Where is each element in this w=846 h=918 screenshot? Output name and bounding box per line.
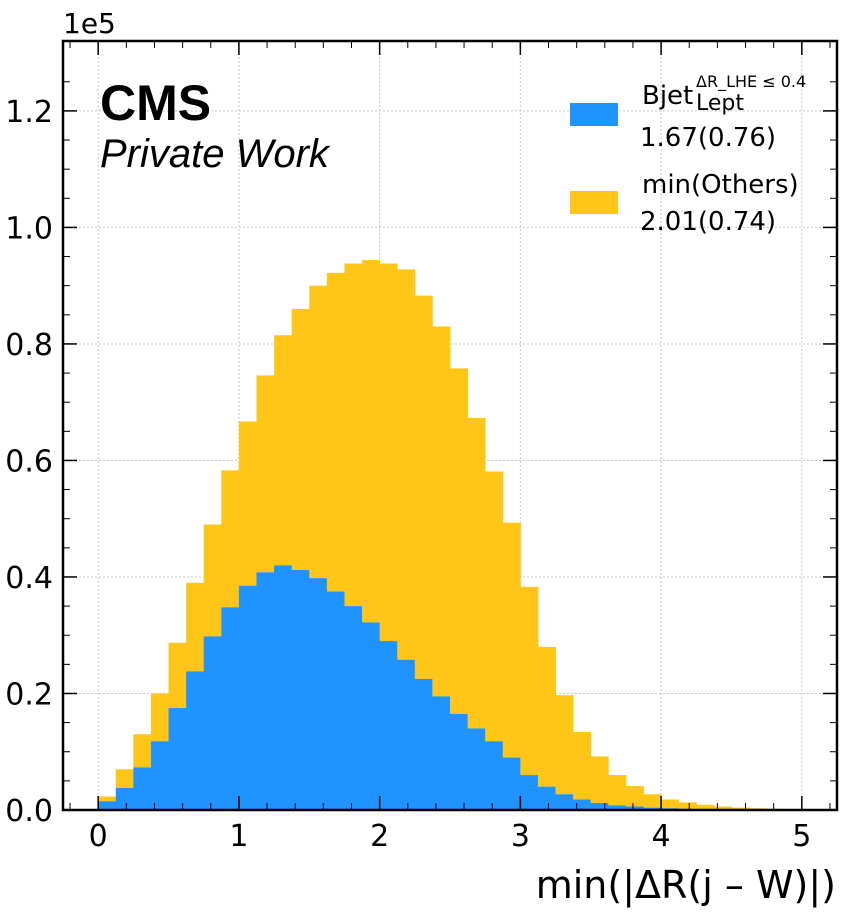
cms-title: CMS xyxy=(100,75,211,131)
bar-bjet xyxy=(256,572,275,810)
bar-others xyxy=(696,804,715,810)
bar-bjet xyxy=(467,728,486,810)
legend-swatch-others xyxy=(570,191,618,214)
y-scale-label: 1e5 xyxy=(63,7,116,40)
bar-bjet xyxy=(414,678,433,810)
bar-others xyxy=(678,802,697,809)
bar-others xyxy=(467,417,486,729)
bar-bjet xyxy=(203,636,222,810)
bar-others xyxy=(379,263,398,642)
bar-bjet xyxy=(133,767,152,810)
bar-bjet xyxy=(432,696,451,810)
bar-others xyxy=(203,524,222,637)
x-tick-label: 2 xyxy=(370,819,389,854)
bar-others xyxy=(537,646,556,787)
bar-bjet xyxy=(450,713,468,810)
y-tick-label: 0.2 xyxy=(5,677,53,712)
bar-others xyxy=(573,731,592,800)
bar-others xyxy=(274,335,293,566)
bar-bjet xyxy=(309,578,328,810)
bar-others xyxy=(344,263,363,607)
y-tick-label: 1.0 xyxy=(5,211,53,246)
bar-others xyxy=(643,794,662,808)
plot-frame xyxy=(61,39,839,812)
bar-bjet xyxy=(502,757,521,810)
bar-bjet xyxy=(238,585,257,810)
x-axis-title: min(|ΔR(j – W)|) xyxy=(536,863,836,908)
legend-label-bjet: Bjet xyxy=(642,81,693,111)
bar-bjet xyxy=(537,786,556,810)
bar-bjet xyxy=(168,708,187,810)
bar-others xyxy=(362,260,381,623)
bar-others xyxy=(291,308,310,570)
bar-bjet xyxy=(485,741,504,810)
bar-bjet xyxy=(590,803,609,810)
bar-bjet xyxy=(520,775,539,810)
y-tick-label: 0.6 xyxy=(5,444,53,479)
bar-others xyxy=(186,582,205,672)
y-tick-label: 0.4 xyxy=(5,561,53,596)
bar-bjet xyxy=(221,607,240,810)
bar-others xyxy=(133,734,152,768)
cms-subtitle: Private Work xyxy=(100,132,331,176)
y-tick-label: 1.2 xyxy=(5,95,53,130)
bar-bjet xyxy=(326,591,345,810)
bar-bjet xyxy=(362,622,381,810)
bar-bjet xyxy=(344,606,363,810)
bar-others xyxy=(309,285,328,579)
bar-bjet xyxy=(625,806,644,810)
bar-others xyxy=(150,693,169,742)
legend-label-bjet-superscript: ΔR_LHE ≤ 0.4 xyxy=(696,72,806,92)
bar-others xyxy=(661,799,680,809)
bar-bjet xyxy=(186,671,205,810)
bar-others xyxy=(397,269,416,660)
bar-bjet xyxy=(115,787,134,810)
legend-label-others: min(Others) xyxy=(642,170,799,200)
x-tick-label: 1 xyxy=(229,819,248,854)
bar-others xyxy=(731,807,750,810)
bar-bjet xyxy=(573,799,592,810)
bar-others xyxy=(590,756,609,804)
bar-bjet xyxy=(608,805,627,810)
histogram-bars xyxy=(98,260,803,810)
legend: Bjet ΔR_LHE ≤ 0.4 Lept 1.67(0.76) min(Ot… xyxy=(570,72,806,237)
bar-others xyxy=(221,470,240,608)
x-tick-label: 0 xyxy=(89,819,108,854)
axis-ticks: 0 1 2 3 4 5 0.0 0.2 0.4 0.6 0.8 1.0 1.2 xyxy=(5,41,837,854)
bar-others xyxy=(256,375,275,573)
legend-swatch-bjet xyxy=(570,103,618,126)
bar-others xyxy=(520,586,539,776)
bar-others xyxy=(326,272,345,592)
bar-others xyxy=(98,796,117,802)
bar-others xyxy=(450,368,468,714)
bar-others xyxy=(238,421,257,586)
bar-bjet xyxy=(379,641,398,810)
y-tick-label: 0.0 xyxy=(5,794,53,829)
legend-label-bjet-subscript: Lept xyxy=(696,91,744,116)
bar-others xyxy=(168,642,187,709)
bar-others xyxy=(555,695,574,795)
bar-others xyxy=(502,522,521,758)
bar-others xyxy=(115,769,134,788)
x-tick-label: 4 xyxy=(652,819,671,854)
legend-stat-bjet: 1.67(0.76) xyxy=(640,123,776,153)
bar-others xyxy=(485,471,504,742)
bar-bjet xyxy=(397,659,416,810)
bar-bjet xyxy=(291,569,310,810)
bar-others xyxy=(414,295,433,679)
bar-others xyxy=(608,775,627,806)
bar-others xyxy=(625,786,644,807)
bar-bjet xyxy=(98,801,117,810)
x-tick-label: 3 xyxy=(511,819,530,854)
bar-bjet xyxy=(555,794,574,810)
bar-others xyxy=(432,326,451,697)
bar-others xyxy=(713,806,732,810)
y-tick-label: 0.8 xyxy=(5,328,53,363)
bar-bjet xyxy=(274,565,293,810)
bar-bjet xyxy=(150,741,169,810)
x-tick-label: 5 xyxy=(792,819,811,854)
legend-stat-others: 2.01(0.74) xyxy=(640,207,776,237)
